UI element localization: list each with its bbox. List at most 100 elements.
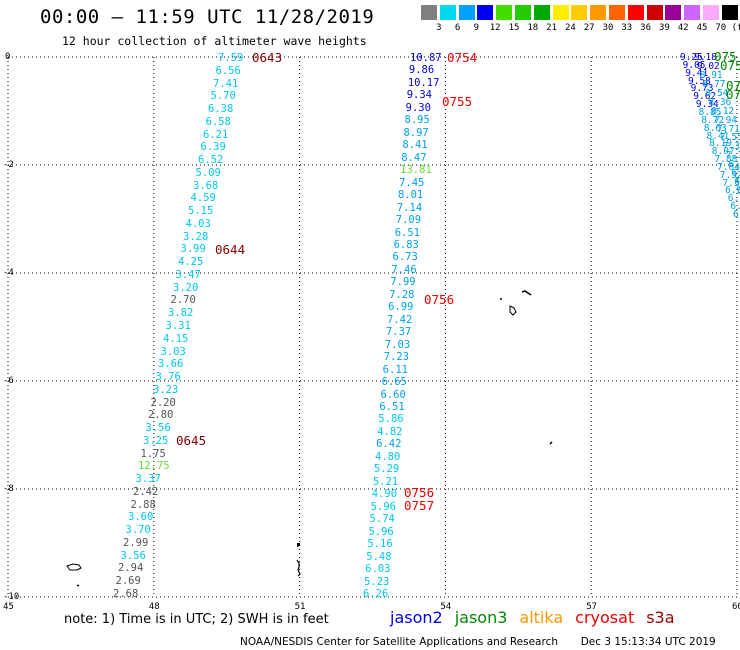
swh-value-track-a: 6.52 [198,154,224,167]
colorbar-swatch [684,5,701,20]
swh-value-track-b: 13.81 [400,164,432,177]
swh-value-track-a: 3.70 [125,524,151,537]
swh-value-track-d: 9.18 [694,52,717,63]
swh-value-track-c: 8.85 [698,106,722,118]
swh-value-track-b: 7.99 [390,276,416,289]
swh-value-track-b: 6.03 [365,563,391,576]
swh-value-track-c: 9.62 [693,91,717,103]
lat-tick-label: -6 [3,376,14,386]
swh-value-track-b: 6.60 [380,388,406,401]
swh-value-track-b: 8.97 [403,126,429,139]
colorbar-swatch [458,5,475,20]
colorbar-swatch [627,5,644,20]
island-comoros [66,563,82,571]
swh-value-track-a: 6.39 [200,141,226,154]
colorbar-tick-label: 21 [546,23,558,33]
swh-value-track-b: 10.87 [410,52,442,64]
swh-value-track-c: 8.07 [711,146,735,158]
swh-value-track-b: 8.01 [397,189,424,202]
island-seychelles-3 [509,305,517,316]
swh-value-track-a: 3.60 [128,511,154,524]
swh-value-track-a: 5.70 [210,90,236,103]
units-note: note: 1) Time is in UTC; 2) SWH is in fe… [64,612,329,627]
swh-value-track-b: 7.42 [387,313,413,326]
lon-tick-label: 54 [440,602,452,612]
legend-entry: cryosat [575,608,635,627]
time-label-075-right-1: 075 [714,49,737,64]
swh-value-track-b: 7.28 [389,288,415,301]
swh-value-track-b: 9.86 [408,64,435,77]
swh-value-track-c: 9.25 [680,52,703,63]
swh-value-track-a: 6.56 [215,64,241,77]
swh-value-track-c: 6.95 [725,185,740,197]
land-outlines [66,290,553,587]
colorbar-swatch [721,5,738,20]
swh-value-track-a: 3.56 [145,422,171,435]
swh-value-track-d: 7.33 [722,141,740,153]
lon-tick-label: 60 [732,602,740,612]
swh-value-track-c: 9.58 [687,75,711,87]
swh-value-track-a: 2.80 [148,409,174,422]
colorbar-tick-label: 27 [583,23,595,33]
swh-value-track-a: 3.20 [173,281,199,294]
legend-entry: jason3 [454,608,508,627]
lon-tick-label: 57 [586,602,598,612]
swh-value-track-c: 6.31 [733,209,740,220]
swh-value-track-d: 8.36 [708,96,732,108]
colorbar-swatch [590,5,607,20]
swh-value-track-a: 3.03 [160,345,186,358]
swh-value-track-b: 6.26 [363,588,389,600]
colorbar-tick-label: 9 [473,23,480,33]
swh-value-track-a: 12.75 [138,460,170,473]
swh-value-track-a: 2.42 [133,485,159,498]
colorbar-swatch [515,5,531,20]
swh-value-track-d: 8.54 [705,87,729,99]
colorbar-tick-label: 24 [564,23,576,33]
time-label-0756-upper: 0756 [424,292,455,307]
swh-value-track-a: 2.69 [115,575,141,588]
swh-value-track-b: 6.99 [388,301,414,314]
swh-value-track-d: 8.12 [711,105,735,117]
swh-value-track-b: 10.17 [407,76,440,89]
swh-value-track-b: 6.11 [382,363,408,376]
swh-value-track-b: 5.96 [370,500,396,513]
swh-value-track-d: 6.21 [737,186,740,198]
swh-value-track-d: 8.91 [699,69,723,81]
swh-value-track-a: 4.03 [185,217,211,230]
colorbar-tick-label: 33 [621,23,633,33]
swh-value-track-c: 7.31 [722,177,740,189]
time-label-0757: 0757 [404,498,435,513]
colorbar-swatch [552,5,569,20]
swh-value-track-a: 3.37 [135,473,161,486]
colorbar-swatch [609,5,625,20]
colorbar-tick-label: 3 [436,23,442,33]
lon-tick-label: 45 [3,602,14,612]
swh-value-track-b: 6.51 [379,401,405,414]
colorbar-tick-label: 70 [715,23,727,33]
swh-value-track-b: 6.73 [392,251,418,264]
swh-value-track-a: 3.99 [180,243,206,256]
swh-value-track-c: 7.64 [717,161,740,173]
legend-entry: altika [519,608,564,627]
time-label-0754: 0754 [447,50,478,65]
swh-value-track-d: 8.77 [702,78,726,90]
swh-value-track-b: 7.09 [395,214,422,227]
swh-value-track-a: 3.56 [120,549,146,562]
lon-tick-label: 48 [148,602,160,612]
swh-value-track-b: 6.42 [376,438,402,451]
swh-value-track-a: 6.21 [203,128,229,141]
colorbar-tick-label: 30 [602,23,614,33]
swh-value-track-d: 7.94 [714,114,738,126]
swh-value-track-b: 6.83 [393,238,419,251]
swh-value-track-c: 9.41 [685,67,709,79]
swh-value-track-b: 7.03 [384,338,411,351]
swh-value-track-a: 4.59 [190,192,216,205]
swh-value-track-b: 6.65 [381,376,407,389]
lon-tick-label: 51 [294,602,306,612]
swh-value-track-a: 3.76 [155,371,181,384]
swh-value-track-b: 5.16 [367,538,393,551]
swh-value-track-c: 8.41 [706,130,730,142]
swh-value-track-b: 4.90 [371,488,398,501]
colorbar-tick-label: 18 [527,23,539,33]
swh-value-track-b: 5.48 [366,550,392,563]
